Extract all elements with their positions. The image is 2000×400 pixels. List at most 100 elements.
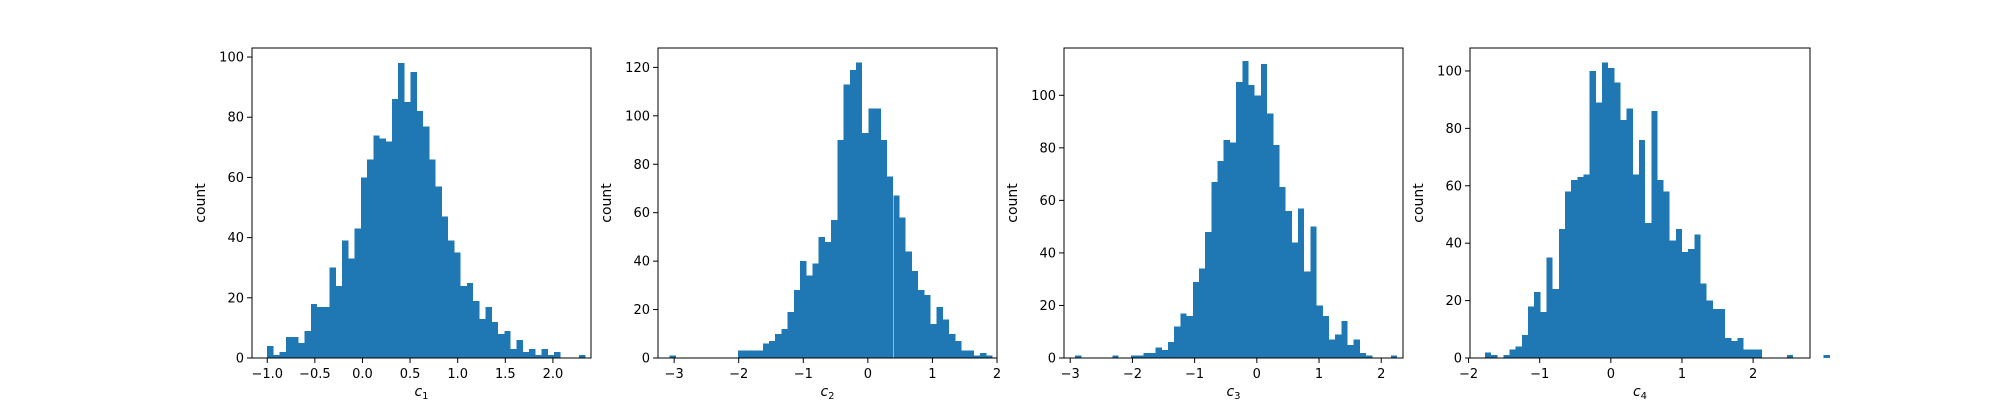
x-axis-label-symbol: c: [1633, 384, 1641, 400]
histogram-bar: [1174, 326, 1181, 358]
histogram-bar: [491, 321, 499, 358]
x-tick-label: −2: [1459, 367, 1478, 382]
histogram-bar: [1137, 355, 1144, 358]
histogram-bar: [806, 275, 813, 358]
y-tick-label: 0: [642, 352, 650, 367]
histogram-bar: [824, 241, 832, 358]
histogram-bar: [1322, 315, 1329, 358]
histogram-bar: [1192, 281, 1199, 358]
histogram-bar: [1316, 305, 1323, 358]
histogram-bar: [522, 351, 530, 358]
histogram-bar: [1484, 352, 1492, 358]
histogram-bar: [1682, 251, 1689, 358]
x-tick-label: 0: [1607, 367, 1615, 382]
histogram-bar: [323, 306, 330, 358]
x-tick-label: 1: [1678, 367, 1686, 382]
histogram-bar: [1688, 248, 1695, 358]
histogram-bar: [899, 217, 906, 358]
histogram-bar: [1198, 268, 1206, 358]
histogram-bar: [498, 333, 505, 358]
x-tick-label: 2: [1749, 367, 1757, 382]
histogram-bar: [485, 306, 492, 358]
histogram-bar: [448, 240, 455, 358]
histogram-bar: [769, 341, 776, 358]
x-tick-label: 1: [928, 367, 936, 382]
histogram-bar: [1242, 61, 1249, 358]
x-tick-label: 2: [1377, 367, 1385, 382]
histogram-bar: [360, 177, 368, 358]
x-tick-label: −3: [1061, 367, 1080, 382]
histogram-bar: [298, 342, 305, 358]
histogram-bar: [529, 348, 536, 358]
y-tick-label: 40: [1039, 246, 1056, 261]
histogram-bar: [1638, 139, 1646, 358]
histogram-bar: [800, 261, 807, 359]
histogram-bar: [541, 348, 548, 358]
histogram-bar: [1260, 63, 1268, 358]
histogram-bar: [1712, 309, 1720, 358]
histogram-bar: [310, 303, 318, 358]
y-tick-label: 120: [625, 61, 650, 76]
histogram-bar: [936, 307, 943, 358]
histogram-bar: [367, 159, 374, 358]
histogram-bar: [416, 111, 424, 358]
y-tick-label: 40: [227, 231, 244, 246]
histogram-bar: [1534, 291, 1541, 358]
histogram-bar: [924, 295, 931, 358]
histogram-bar: [787, 311, 794, 358]
y-axis-label: count: [1005, 183, 1021, 223]
histogram-bar: [750, 350, 757, 358]
histogram-bar: [967, 350, 974, 358]
x-tick-label: −2: [729, 367, 748, 382]
y-tick-label: 0: [1454, 352, 1462, 367]
histogram-bar: [510, 348, 517, 358]
histogram-bar: [466, 282, 474, 358]
histogram-bar: [1706, 300, 1713, 358]
histogram-bar: [887, 176, 894, 358]
histogram-bar: [410, 72, 417, 358]
x-tick-label: 0: [864, 367, 872, 382]
histogram-bar: [454, 252, 461, 358]
x-tick-label: 1.0: [447, 367, 468, 382]
histogram-bar: [1749, 349, 1756, 358]
histogram-bar: [1248, 84, 1255, 358]
histogram-bar: [1168, 342, 1175, 358]
plot-frame: [1063, 47, 1404, 359]
y-tick-label: 20: [227, 291, 244, 306]
histogram-bar: [1595, 102, 1602, 358]
histogram-bar: [1663, 191, 1670, 358]
histogram-bar: [1211, 181, 1218, 358]
histogram-bar: [905, 251, 912, 358]
histogram-bar: [1304, 271, 1311, 358]
histogram-bar: [1223, 139, 1230, 358]
histogram-bar: [1823, 355, 1830, 358]
histogram-bar: [744, 350, 751, 358]
histogram-bar: [441, 216, 449, 358]
histogram-bar: [1273, 145, 1280, 358]
x-tick-label: −2: [1123, 367, 1142, 382]
histogram-bar: [1236, 82, 1243, 359]
histogram-bar: [1149, 352, 1156, 358]
x-axis-label-subscript: 2: [828, 391, 834, 400]
histogram-bar: [1552, 289, 1559, 358]
histogram-bar: [1155, 347, 1162, 358]
histogram-bar: [1285, 210, 1292, 358]
histogram-bar: [1571, 180, 1578, 358]
histogram-bar: [762, 343, 770, 358]
histogram-bar: [669, 355, 676, 358]
y-tick-label: 80: [1445, 122, 1462, 137]
x-tick-label: 1: [1315, 367, 1323, 382]
histogram-bar: [1217, 160, 1224, 358]
histogram-bar: [831, 219, 838, 358]
x-axis-label-subscript: 4: [1641, 391, 1647, 400]
histogram-bar: [273, 354, 280, 358]
y-tick-label: 0: [236, 352, 244, 367]
y-axis-label: count: [599, 183, 615, 223]
histogram-bar: [1601, 62, 1609, 358]
y-tick-label: 100: [1437, 64, 1462, 79]
y-tick-label: 100: [219, 51, 244, 66]
histogram-bar: [961, 350, 968, 358]
histogram-bar: [1565, 191, 1572, 358]
